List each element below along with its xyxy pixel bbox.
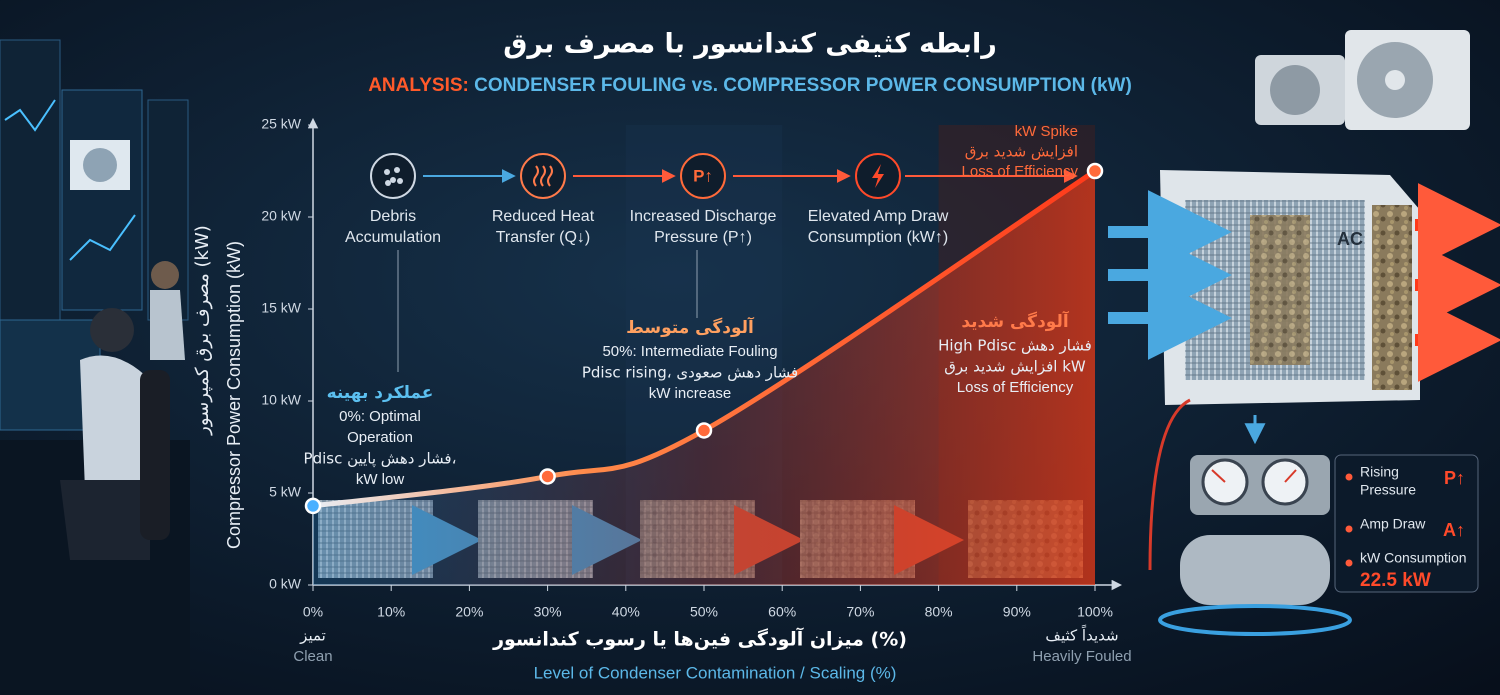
annotation-heading: آلودگی شدید (961, 310, 1070, 332)
step-label: Increased Discharge (630, 208, 777, 225)
x-tick-label: 50% (690, 604, 718, 620)
step-label: Pressure (P↑) (654, 229, 752, 246)
step-label: Accumulation (345, 229, 441, 246)
x-tick-label: 20% (455, 604, 483, 620)
annotation-line: 50%: Intermediate Fouling (602, 343, 777, 360)
spike-label: افزایش شدید برق (965, 143, 1078, 161)
annotation-line: High Pdisc فشار دهش (938, 337, 1092, 355)
x-tick-label: 30% (534, 604, 562, 620)
x-end-label: Heavily Fouled (1032, 648, 1131, 665)
x-tick-label: 100% (1077, 604, 1113, 620)
annotation-line: Loss of Efficiency (957, 379, 1074, 396)
x-tick-label: 10% (377, 604, 405, 620)
x-end-label: شدیداً کثیف (1045, 624, 1118, 644)
x-axis-label: Level of Condenser Contamination / Scali… (534, 663, 897, 682)
step-label: Debris (370, 208, 416, 225)
control-room (0, 39, 190, 690)
panel-value: 22.5 kW (1360, 570, 1431, 591)
annotation-line: Pdisc فشار دهش پایین، (304, 450, 457, 469)
x-tick-label: 90% (1003, 604, 1031, 620)
x-tick-label: 70% (846, 604, 874, 620)
x-end-label: Clean (293, 648, 332, 665)
panel-symbol: P↑ (1444, 468, 1465, 488)
line (312, 168, 1097, 509)
x-tick-label: 80% (925, 604, 953, 620)
icon-debris (385, 180, 391, 186)
panel-bullet (1345, 525, 1353, 533)
x-tick-label: 60% (768, 604, 796, 620)
icon-debris (397, 178, 403, 184)
spike-label: Loss of Efficiency (962, 163, 1079, 180)
y-tick-label: 5 kW (269, 484, 302, 500)
x-tick-label: 0% (303, 604, 323, 620)
annotation-heading: عملکرد بهینه (327, 383, 434, 403)
step-label: Transfer (Q↓) (496, 229, 591, 246)
annotation-line: kW increase (649, 385, 732, 402)
panel-bullet (1345, 473, 1353, 481)
y-axis-label: مصرف برق کمپرسور (kW) (192, 225, 213, 436)
step-label: Elevated Amp Draw (808, 208, 949, 225)
area (313, 171, 1095, 585)
subtitle-lead: ANALYSIS: (368, 75, 469, 96)
x-axis-label: میزان آلودگی فین‌ها یا رسوب کندانسور (%) (492, 627, 907, 651)
icon-debris (390, 177, 396, 183)
icon-debris (394, 167, 400, 173)
annotation-line: Operation (347, 429, 413, 446)
y-tick-label: 20 kW (261, 208, 301, 224)
unit-label: AC (1337, 229, 1363, 249)
annotation-line: Pdisc rising، فشار دهش صعودی (582, 364, 798, 382)
step-icon-text: P↑ (693, 166, 713, 185)
panel-bullet (1345, 559, 1353, 567)
y-tick-label: 25 kW (261, 116, 301, 132)
chart-title: رابطه کثیفی کندانسور با مصرف برق (503, 29, 997, 60)
ac-illustration: AC (1108, 30, 1500, 636)
subtitle-text: CONDENSER FOULING vs. COMPRESSOR POWER C… (474, 75, 1132, 96)
annotation-line: 0%: Optimal (339, 408, 421, 425)
point (1086, 162, 1104, 180)
icon-heat (533, 165, 539, 187)
icon-heat (547, 165, 553, 187)
step-label: Consumption (kW↑) (808, 229, 948, 246)
icon-bolt (872, 164, 884, 188)
point (695, 422, 713, 439)
step-label: Reduced Heat (492, 208, 595, 225)
icon-heat (540, 165, 546, 187)
annotation-line: افزایش شدید برق kW (944, 358, 1086, 376)
point (304, 497, 322, 515)
x-end-label: تمیز (299, 627, 326, 645)
y-axis-label: Compressor Power Consumption (kW) (224, 241, 244, 549)
panel-label: Rising (1360, 464, 1399, 480)
panel-label: Pressure (1360, 482, 1416, 498)
y-tick-label: 0 kW (269, 576, 302, 592)
y-tick-label: 15 kW (261, 300, 301, 316)
annotation-heading: آلودگی متوسط (626, 316, 755, 338)
x-tick-label: 40% (612, 604, 640, 620)
point (539, 468, 556, 485)
panel-symbol: A↑ (1443, 520, 1465, 540)
y-tick-label: 10 kW (261, 392, 301, 408)
panel-label: kW Consumption (1360, 550, 1467, 566)
panel-label: Amp Draw (1360, 516, 1426, 532)
icon-debris (384, 169, 390, 175)
step-icon (680, 153, 726, 199)
step-icon (370, 153, 416, 199)
annotation-line: kW low (356, 471, 405, 488)
spike-label: kW Spike (1015, 123, 1078, 140)
chart-subtitle: ANALYSIS: CONDENSER FOULING vs. COMPRESS… (368, 75, 1132, 96)
